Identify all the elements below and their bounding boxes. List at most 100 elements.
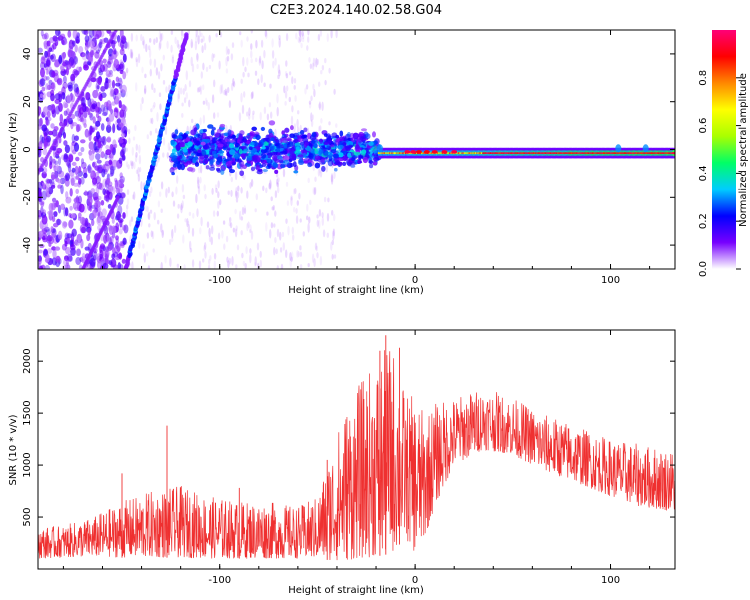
spectrogram-cell (141, 97, 144, 104)
spectrogram-cell (351, 157, 356, 162)
spectrogram-cell (197, 183, 200, 189)
spectrogram-cell (60, 203, 66, 210)
spectrogram-cell (204, 193, 207, 200)
spectrogram-cell (213, 79, 216, 88)
spectrogram-cell (160, 261, 163, 269)
spectrogram-cell (318, 103, 321, 109)
spectrogram-cell (272, 154, 278, 161)
spectrogram-cell (84, 44, 89, 51)
spectrogram-xtick-label: 0 (412, 275, 418, 286)
spectrogram-cell (360, 128, 368, 132)
spectrogram-cell (245, 135, 251, 139)
spectrogram-cell (319, 30, 323, 37)
spectrogram-cell (310, 95, 313, 102)
spectrogram-cell (89, 257, 96, 267)
spectrogram-cell (89, 112, 94, 121)
spectrogram-cell (241, 145, 247, 150)
spectrogram-cell (95, 112, 100, 119)
spectrogram-cell (263, 106, 267, 115)
spectrogram-cell (229, 139, 235, 143)
spectrogram-cell (245, 246, 248, 255)
spectrogram-cell (106, 124, 112, 133)
spectrogram-cell (301, 37, 305, 43)
spectrogram-cell (642, 144, 649, 153)
spectrogram-cell (93, 251, 98, 261)
spectrogram-cell (46, 187, 50, 197)
spectrogram-cell (342, 155, 348, 162)
spectrogram-cell (99, 39, 103, 45)
spectrogram-cell (251, 91, 254, 99)
spectrogram-cell (73, 182, 79, 187)
spectrogram-cell (184, 32, 189, 38)
spectrogram-cell (121, 225, 127, 231)
spectrogram-cell (96, 159, 102, 164)
spectrogram-cell (83, 111, 88, 119)
spectrogram-cell (101, 38, 106, 45)
spectrogram-cell (125, 90, 128, 98)
spectrogram-cell (256, 158, 261, 163)
spectrogram-cell (185, 92, 188, 100)
spectrogram-cell (205, 66, 209, 72)
colorbar-tick-label: 0.8 (698, 70, 709, 86)
spectrogram-cell (95, 30, 102, 38)
spectrogram-cell (308, 216, 311, 224)
spectrogram-cell (320, 70, 323, 75)
spectrogram-cell (289, 251, 292, 261)
spectrogram-cell (198, 30, 202, 38)
spectrogram-cell (41, 92, 46, 100)
spectrogram-cell (309, 63, 313, 70)
spectrogram-cell (284, 127, 290, 133)
spectrogram-cell (261, 159, 266, 164)
spectrogram-cell (328, 67, 331, 74)
spectrogram-cell (86, 234, 91, 242)
spectrogram-cell (200, 216, 203, 227)
snr-frame (37, 329, 676, 570)
spectrogram-cell (96, 182, 103, 190)
spectrogram-cell (167, 142, 170, 151)
spectrogram-cell (151, 231, 155, 240)
spectrogram-cell (180, 30, 184, 37)
spectrogram-cell (289, 258, 292, 268)
spectrogram-cell (103, 37, 109, 43)
spectrogram-cell (280, 150, 287, 154)
spectrogram-cell (98, 182, 104, 191)
spectrogram-cell (278, 69, 281, 77)
spectrogram-cell (117, 204, 123, 215)
spectrogram-cell (204, 97, 208, 105)
spectrogram-cell (259, 250, 262, 258)
spectrogram-cell (139, 103, 143, 111)
spectrogram-cell (92, 177, 98, 185)
spectrogram-cell (153, 211, 156, 221)
spectrogram-cell (130, 216, 134, 222)
spectrogram-cell (205, 165, 210, 170)
spectrogram-cell (70, 175, 76, 184)
spectrogram-cell (249, 131, 255, 137)
spectrogram-cell (213, 260, 216, 269)
spectrogram-cell (272, 204, 275, 211)
spectrogram-cell (67, 253, 73, 262)
spectrogram-cell (278, 159, 284, 163)
spectrogram-cell (301, 30, 304, 37)
spectrogram-cell (52, 158, 56, 164)
spectrogram-cell (289, 133, 295, 139)
spectrogram-cell (271, 49, 275, 59)
spectrogram-cell (194, 161, 200, 167)
spectrogram-ytick-label: 20 (22, 95, 33, 108)
spectrogram-cell (235, 225, 238, 232)
spectrogram-cell (321, 64, 325, 71)
spectrogram-cell (266, 137, 270, 143)
spectrogram-cell (66, 233, 73, 239)
spectrogram-cell (207, 264, 211, 269)
spectrogram-cell (111, 225, 117, 234)
spectrogram-cell (48, 209, 54, 217)
spectrogram-cell (236, 244, 240, 251)
spectrogram-cell (297, 154, 304, 158)
spectrogram-cell (87, 166, 93, 174)
spectrogram-cell (105, 259, 110, 265)
spectrogram-cell (241, 206, 245, 216)
colorbar-label: Normalized spectral amplitude (738, 73, 749, 227)
spectrogram-cell (204, 250, 207, 259)
spectrogram-cell (193, 156, 199, 161)
spectrogram-cell (308, 143, 313, 147)
spectrogram-ticks: -100 0 100 -40 -20 0 20 40 (22, 30, 675, 286)
